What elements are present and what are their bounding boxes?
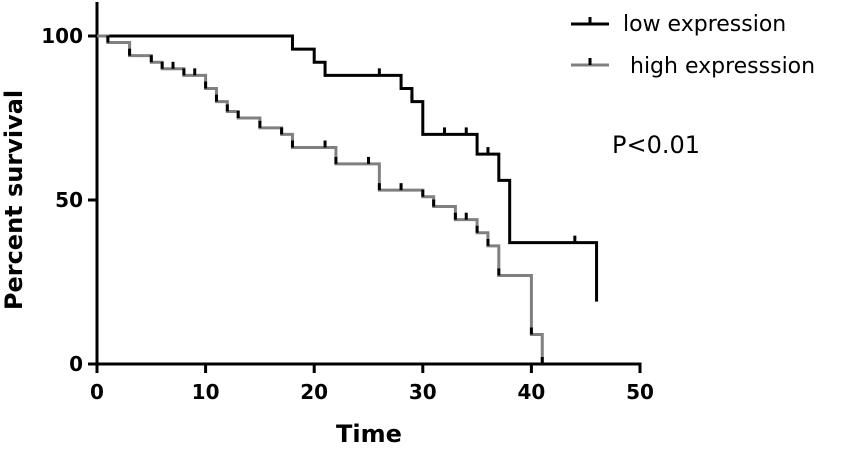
x-tick-label: 10 <box>192 380 220 404</box>
survival-curve-low <box>97 34 599 302</box>
y-tick-label: 100 <box>41 24 83 48</box>
x-axis-label: Time <box>336 420 402 446</box>
survival-curve-high <box>97 34 544 364</box>
legend-label-low: low expression <box>623 12 786 37</box>
axes: 0 10 20 30 40 50 0 50 100 <box>41 2 654 404</box>
p-value-annotation: P<0.01 <box>612 131 700 159</box>
x-tick-label: 30 <box>409 380 437 404</box>
x-tick-label: 20 <box>300 380 328 404</box>
x-tick-label: 50 <box>626 380 654 404</box>
legend-label-high: high expresssion <box>630 54 815 79</box>
y-tick-label: 0 <box>69 352 83 376</box>
plot-area <box>97 34 599 364</box>
y-axis-label: Percent survival <box>0 90 28 310</box>
x-tick-label: 0 <box>90 380 104 404</box>
x-tick-label: 40 <box>517 380 545 404</box>
y-tick-label: 50 <box>55 188 83 212</box>
legend: low expression high expresssion <box>571 12 815 79</box>
